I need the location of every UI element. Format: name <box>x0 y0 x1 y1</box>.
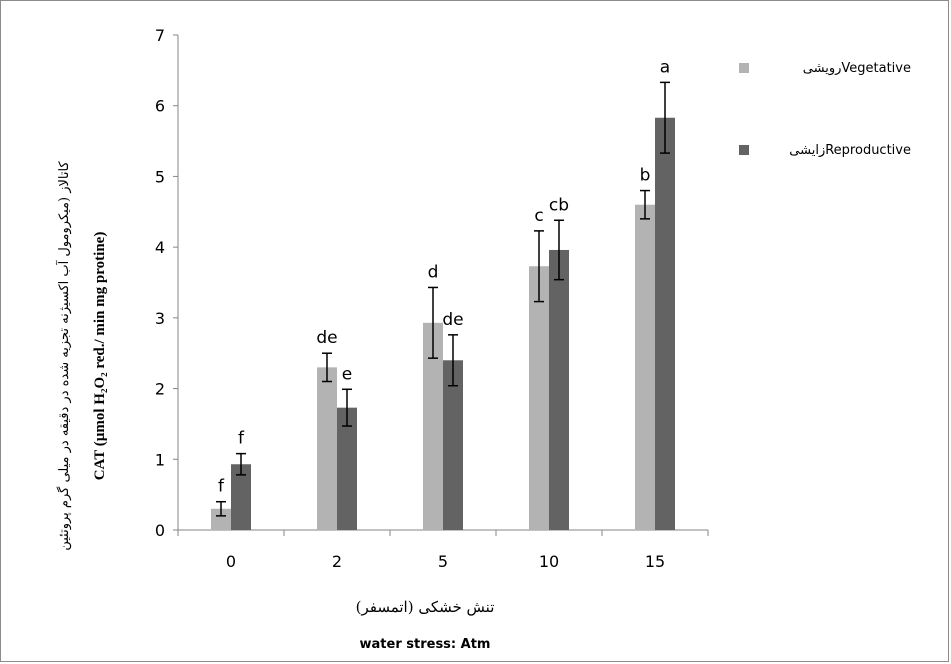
significance-label: b <box>640 166 651 186</box>
legend-swatch-reproductive <box>739 145 749 155</box>
bar-reproductive <box>443 360 463 530</box>
bar-reproductive <box>655 117 675 530</box>
y-tick-label: 4 <box>155 238 165 257</box>
x-tick-label: 0 <box>226 552 236 571</box>
legend-label-reproductive: زایشیReproductive <box>789 143 911 158</box>
x-tick-label: 2 <box>332 552 342 571</box>
y-tick-label: 0 <box>155 521 165 540</box>
y-tick-label: 5 <box>155 167 165 186</box>
bar-reproductive <box>231 464 251 530</box>
y-tick-label: 3 <box>155 309 165 328</box>
y-axis-label-english: CAT (µmol H₂O₂ red./ min mg protine) <box>92 232 108 481</box>
bar-vegetative <box>317 367 337 530</box>
y-tick-label: 1 <box>155 450 165 469</box>
bar-vegetative <box>423 322 443 530</box>
y-tick-label: 2 <box>155 380 165 399</box>
bar-vegetative <box>211 508 231 530</box>
legend: رویشیVegetative زایشیReproductive <box>739 61 911 158</box>
x-tick-label: 10 <box>539 552 559 571</box>
significance-label: f <box>218 477 225 497</box>
x-axis-label-persian: تنش خشکی (اتمسفر) <box>356 598 495 616</box>
x-tick-label: 5 <box>438 552 448 571</box>
y-tick-label: 7 <box>155 26 165 45</box>
significance-label: cb <box>549 195 569 215</box>
significance-label: de <box>442 310 463 330</box>
y-tick-label: 6 <box>155 97 165 116</box>
significance-label: de <box>316 328 337 348</box>
chart-axes: 0 1 2 3 4 5 6 7 0 2 5 10 15 <box>155 26 709 571</box>
bar-vegetative <box>529 266 549 530</box>
bar-reproductive <box>337 407 357 530</box>
significance-label: d <box>428 262 439 282</box>
significance-label: c <box>534 206 543 226</box>
significance-label: f <box>238 429 245 449</box>
bar-vegetative <box>635 204 655 530</box>
significance-label: a <box>660 57 670 77</box>
x-tick-label: 15 <box>645 552 665 571</box>
significance-label: e <box>342 364 352 384</box>
legend-label-vegetative: رویشیVegetative <box>803 61 911 76</box>
legend-swatch-vegetative <box>739 63 749 73</box>
bar-reproductive <box>549 249 569 530</box>
axis-labels: کاتالاز (میکرومول آب اکسیژنه تجزیه شده د… <box>55 161 494 652</box>
y-axis-label-persian: کاتالاز (میکرومول آب اکسیژنه تجزیه شده د… <box>55 161 72 551</box>
x-axis-label-english: water stress: Atm <box>360 637 491 652</box>
